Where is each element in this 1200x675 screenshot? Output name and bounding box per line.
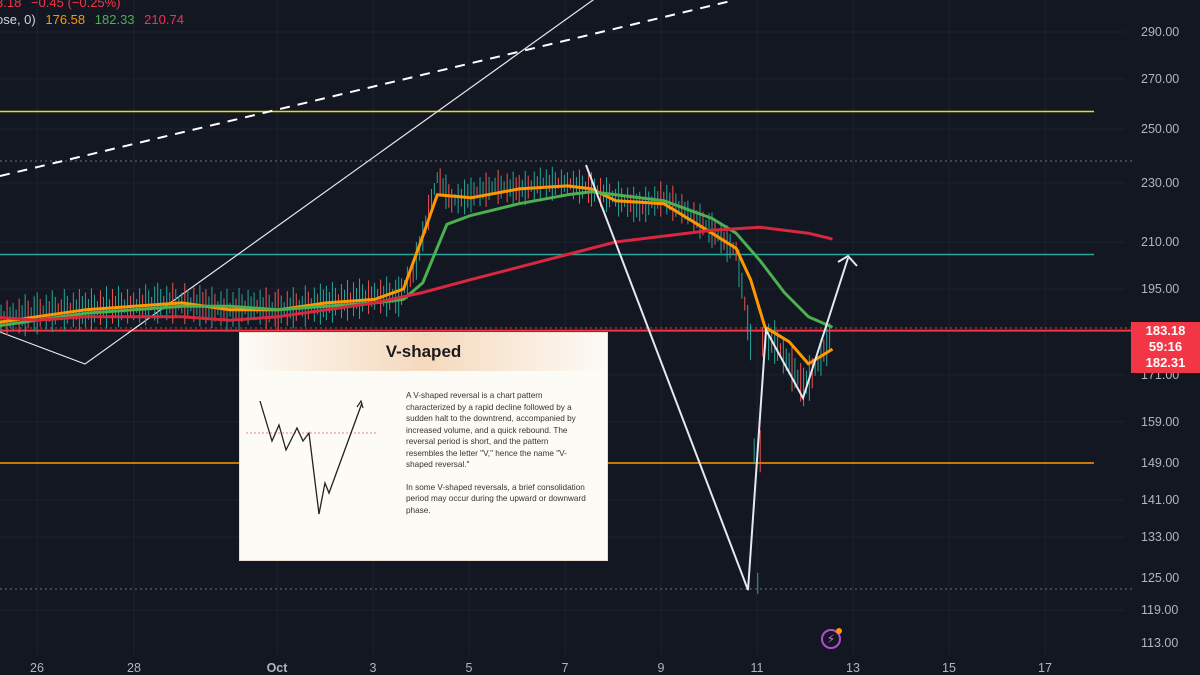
y-tick-label: 125.00 — [1141, 571, 1179, 585]
legend-change: −0.45 (−0.25%) — [30, 0, 121, 10]
y-tick-label: 113.00 — [1141, 636, 1178, 650]
y-tick-label: 149.00 — [1141, 456, 1179, 470]
second-price: 182.31 — [1145, 355, 1186, 370]
y-tick-label: 230.00 — [1141, 176, 1179, 190]
y-tick-label: 210.00 — [1141, 235, 1179, 249]
ma-line-3 — [0, 225, 833, 322]
card-description: A V-shaped reversal is a chart pattern c… — [406, 390, 586, 527]
x-tick-label: 7 — [562, 661, 569, 675]
y-tick-label: 250.00 — [1141, 122, 1179, 136]
x-tick-label: 5 — [466, 661, 473, 675]
x-tick-label: 13 — [846, 661, 860, 675]
x-tick-label: 11 — [751, 661, 764, 675]
x-tick-label: 15 — [942, 661, 956, 675]
time-axis[interactable]: 26 28 Oct 3 5 7 9 11 13 15 17 — [30, 661, 1052, 675]
moving-averages — [0, 184, 834, 366]
description-paragraph-1: A V-shaped reversal is a chart pattern c… — [406, 391, 576, 469]
x-tick-label: 28 — [127, 661, 141, 675]
v-pattern-drawing[interactable] — [585, 164, 858, 591]
x-tick-label: 9 — [658, 661, 665, 675]
notification-dot — [836, 628, 842, 634]
y-tick-label: 119.00 — [1141, 603, 1178, 617]
legend-ma-label: ose, 0) — [0, 12, 36, 27]
legend-price: 3.18 — [0, 0, 22, 10]
y-tick-label: 290.00 — [1141, 25, 1179, 39]
bar-countdown: 59:16 — [1148, 339, 1183, 354]
title-band — [240, 333, 607, 371]
legend-ma2: 182.33 — [94, 12, 135, 27]
last-price-tag: 183.18 59:16 182.31 — [1131, 322, 1200, 373]
channel-trendline[interactable] — [0, 0, 600, 365]
lightning-icon[interactable]: ⚡ — [821, 628, 842, 649]
card-title: V-shaped — [385, 342, 462, 361]
v-pattern-illustration — [246, 399, 376, 515]
last-price: 183.18 — [1145, 323, 1186, 338]
price-axis[interactable]: 290.00270.00250.00230.00210.00195.00171.… — [1141, 25, 1179, 650]
v-shaped-info-card: V-shaped A V-shaped reversal is a chart … — [239, 332, 608, 561]
legend-ma3: 210.74 — [144, 12, 184, 27]
y-tick-label: 270.00 — [1141, 72, 1179, 86]
x-tick-label: 26 — [30, 661, 44, 675]
x-tick-label: Oct — [267, 661, 289, 675]
x-tick-label: 3 — [370, 661, 377, 675]
x-tick-label: 17 — [1038, 661, 1052, 675]
ma-line-1 — [0, 184, 834, 366]
y-tick-label: 195.00 — [1141, 282, 1179, 296]
y-tick-label: 133.00 — [1141, 530, 1179, 544]
legend-ma1: 176.58 — [45, 12, 86, 27]
y-tick-label: 141.00 — [1141, 493, 1179, 507]
y-tick-label: 159.00 — [1141, 415, 1179, 429]
legend: 3.18 −0.45 (−0.25%) ose, 0) 176.58 182.3… — [0, 0, 190, 28]
ma-line-2 — [0, 190, 834, 329]
description-paragraph-2: In some V-shaped reversals, a brief cons… — [406, 482, 586, 515]
